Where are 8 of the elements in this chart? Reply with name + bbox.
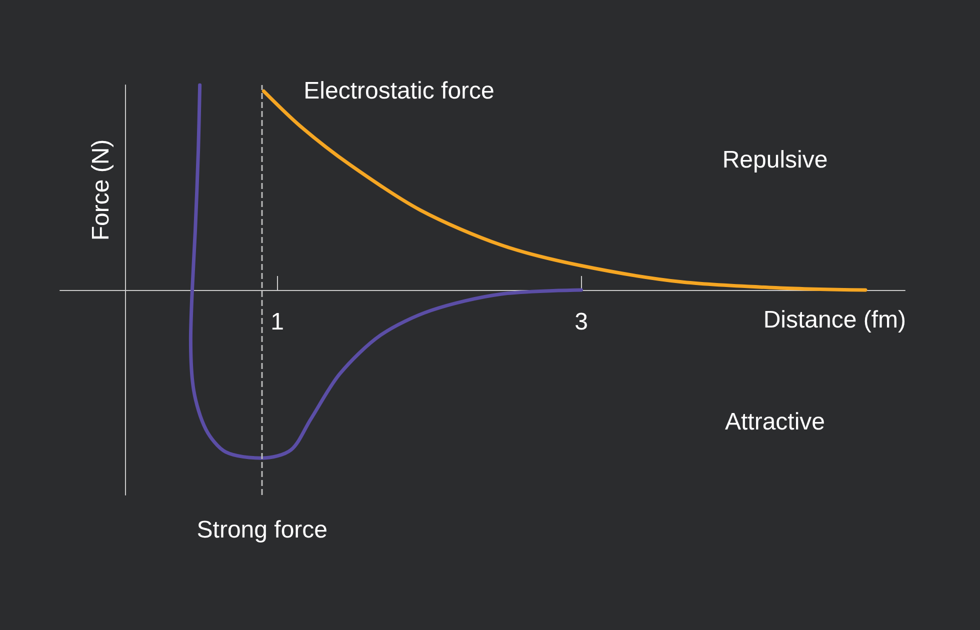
text: Strong force: [196, 516, 328, 544]
x-tick-label: 3: [574, 308, 588, 336]
annotation: Repulsive: [722, 146, 828, 174]
series-label: Electrostatic force: [304, 78, 494, 105]
x-tick-label: 1: [270, 308, 284, 336]
annotation: Attractive: [724, 408, 826, 436]
x-axis-title: Distance (fm): [763, 306, 906, 334]
y-axis-title: Force (N): [88, 139, 114, 241]
